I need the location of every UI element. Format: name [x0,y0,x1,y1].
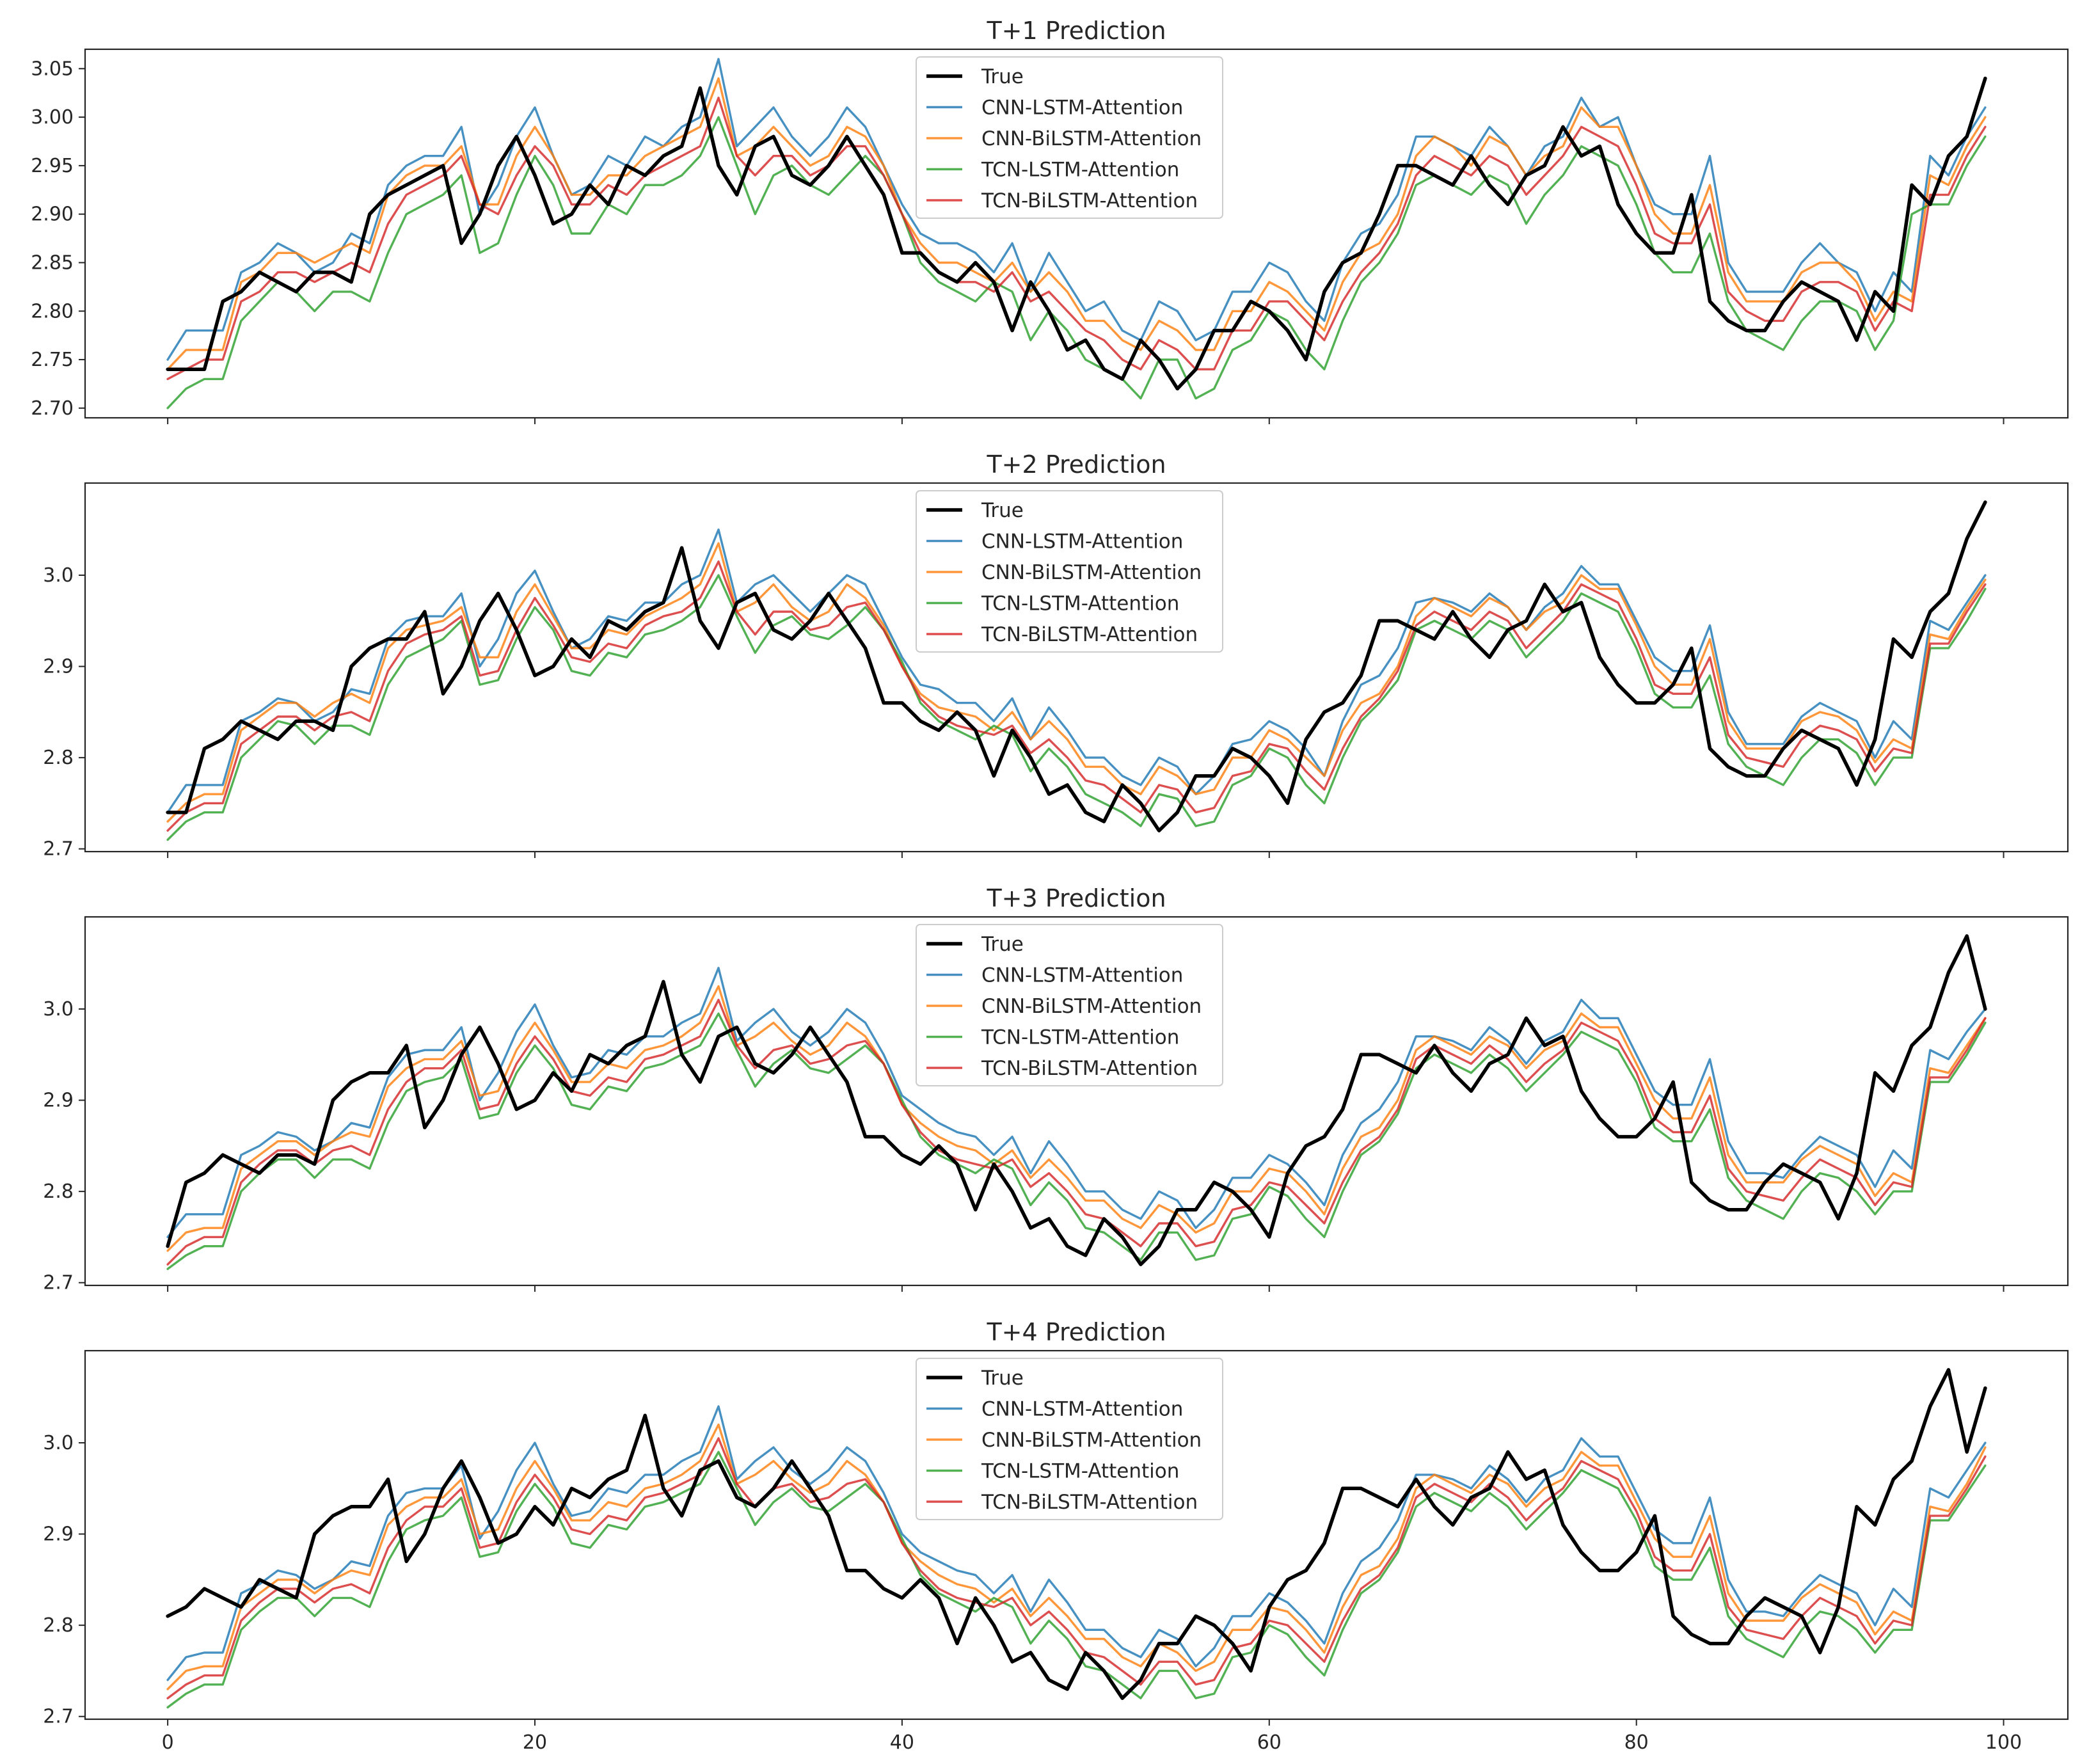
legend-label-cnn-bilstm-attention: CNN-BiLSTM-Attention [981,127,1202,150]
legend-label-true: True [981,499,1024,522]
chart-title: T+2 Prediction [986,450,1166,479]
legend: True CNN-LSTM-Attention CNN-BiLSTM-Attenti… [916,924,1223,1086]
series-line-cnn-bilstm-attention [166,542,1987,823]
y-tick-label: 3.00 [31,106,74,129]
series-line-tcn-bilstm-attention [166,97,1987,381]
legend-label-tcn-lstm-attention: TCN-LSTM-Attention [981,1460,1179,1483]
y-tick-label: 2.9 [43,1523,74,1546]
y-tick-label: 3.0 [43,564,74,587]
y-tick-label: 2.8 [43,1614,74,1637]
chart-panel-4: T+4 Prediction 2.7 2.8 2.9 3.0 0 20 40 60 80 100 Tr… [43,1318,2069,1754]
x-tick-label: 60 [1257,1731,1282,1754]
chart-panel-3: T+3 Prediction 2.7 2.8 2.9 3.0 True CNN-LSTM-A… [43,884,2069,1294]
legend-label-tcn-bilstm-attention: TCN-BiLSTM-Attention [981,623,1198,646]
y-tick-label: 2.7 [43,838,74,861]
series-line-cnn-lstm-attention [166,58,1987,361]
legend-label-cnn-lstm-attention: CNN-LSTM-Attention [981,964,1183,987]
legend-label-cnn-bilstm-attention: CNN-BiLSTM-Attention [981,1429,1202,1452]
plot-frame [84,1349,2069,1720]
legend-box [916,924,1223,1086]
series-line-cnn-bilstm-attention [166,77,1987,370]
series-line-true [166,76,1987,391]
legend-label-tcn-bilstm-attention: TCN-BiLSTM-Attention [981,1057,1198,1080]
chart-title: T+1 Prediction [986,17,1166,45]
legend-label-tcn-lstm-attention: TCN-LSTM-Attention [981,592,1179,616]
chart-title: T+3 Prediction [986,884,1166,912]
legend-label-true: True [981,1367,1024,1390]
legend-label-tcn-bilstm-attention: TCN-BiLSTM-Attention [981,189,1198,212]
legend-label-true: True [981,933,1024,956]
series-line-cnn-bilstm-attention [166,1423,1987,1690]
legend-box [916,1358,1223,1520]
legend-label-cnn-bilstm-attention: CNN-BiLSTM-Attention [981,995,1202,1018]
y-tick-label: 2.90 [31,203,74,226]
legend: True CNN-LSTM-Attention CNN-BiLSTM-Attenti… [916,56,1223,219]
series-line-true [166,934,1987,1266]
y-tick-label: 3.0 [43,998,74,1021]
y-tick-label: 2.95 [31,155,74,177]
y-tick-label: 2.8 [43,747,74,769]
chart-title: T+4 Prediction [986,1318,1166,1346]
chart-panel-1: T+1 Prediction 2.70 2.75 2.80 2.85 2.90 2.95 3.… [31,17,2069,424]
legend-label-cnn-lstm-attention: CNN-LSTM-Attention [981,1398,1183,1421]
legend-label-tcn-bilstm-attention: TCN-BiLSTM-Attention [981,1491,1198,1514]
y-tick-label: 2.8 [43,1180,74,1203]
plot-frame [84,48,2069,419]
legend-box [916,490,1223,653]
x-tick-label: 40 [890,1731,914,1754]
legend: True CNN-LSTM-Attention CNN-BiLSTM-Attenti… [916,490,1223,653]
legend-label-cnn-bilstm-attention: CNN-BiLSTM-Attention [981,561,1202,584]
x-tick-label: 20 [523,1731,547,1754]
x-tick-label: 100 [1985,1731,2022,1754]
y-tick-label: 2.75 [31,349,74,371]
y-tick-label: 2.9 [43,1090,74,1112]
series-line-cnn-lstm-attention [166,967,1987,1239]
legend-label-tcn-lstm-attention: TCN-LSTM-Attention [981,159,1179,182]
plot-frame [84,482,2069,853]
y-tick-label: 2.85 [31,251,74,274]
legend-label-cnn-lstm-attention: CNN-LSTM-Attention [981,530,1183,553]
legend-box [916,56,1223,219]
x-tick-label: 0 [162,1731,174,1754]
y-tick-label: 3.0 [43,1432,74,1454]
y-tick-label: 2.9 [43,656,74,678]
series-line-true [166,1368,1987,1700]
legend-label-cnn-lstm-attention: CNN-LSTM-Attention [981,97,1183,120]
legend-label-tcn-lstm-attention: TCN-LSTM-Attention [981,1026,1179,1049]
series-line-tcn-lstm-attention [166,574,1987,841]
y-tick-label: 2.80 [31,300,74,322]
series-line-true [166,500,1987,832]
legend: True CNN-LSTM-Attention CNN-BiLSTM-Attenti… [916,1358,1223,1520]
y-tick-label: 3.05 [31,58,74,80]
legend-label-true: True [981,65,1024,88]
y-tick-label: 2.70 [31,397,74,420]
y-tick-label: 2.7 [43,1706,74,1728]
x-tick-label: 80 [1624,1731,1649,1754]
y-tick-label: 2.7 [43,1272,74,1294]
series-line-cnn-lstm-attention [166,1405,1987,1681]
series-line-cnn-bilstm-attention [166,985,1987,1252]
plot-frame [84,916,2069,1287]
series-line-tcn-bilstm-attention [166,1437,1987,1699]
series-line-tcn-lstm-attention [166,1450,1987,1709]
chart-panel-2: T+2 Prediction 2.7 2.8 2.9 3.0 True CNN-LSTM-A… [43,450,2069,861]
